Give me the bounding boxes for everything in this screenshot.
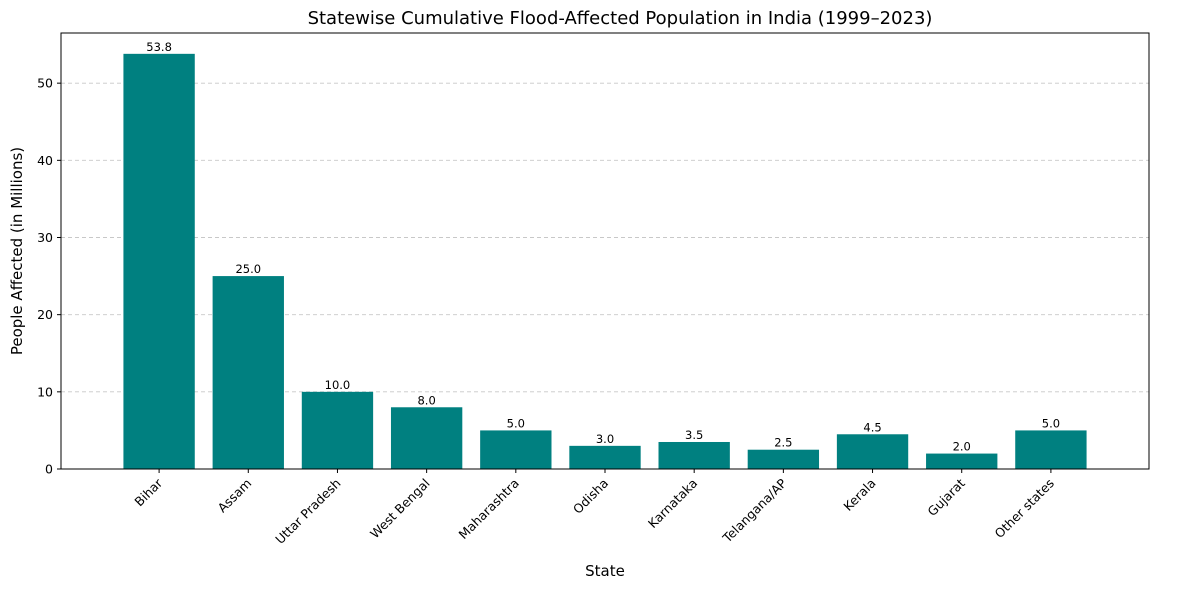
x-tick-label: Assam	[215, 476, 255, 516]
x-tick-label: Karnataka	[645, 476, 700, 531]
data-label: 10.0	[325, 378, 351, 392]
x-tick-label: Uttar Pradesh	[272, 476, 343, 547]
bar-uttar-pradesh	[301, 391, 374, 469]
bar-kerala	[836, 434, 909, 469]
bar-west-bengal	[390, 407, 463, 469]
bar-assam	[212, 276, 284, 469]
x-tick-label: Other states	[992, 476, 1058, 542]
bar-other-states	[1015, 430, 1087, 469]
y-axis-label: People Affected (in Millions)	[8, 147, 26, 355]
bar-telangana-ap	[747, 449, 820, 469]
data-label: 25.0	[235, 262, 261, 276]
bar-karnataka	[658, 441, 730, 469]
bar-gujarat	[926, 453, 998, 469]
y-tick-label: 10	[37, 384, 53, 399]
x-tick-label: Gujarat	[924, 475, 968, 519]
x-tick-label: West Bengal	[367, 476, 433, 542]
x-tick-label: Odisha	[570, 476, 611, 517]
y-tick-label: 0	[45, 462, 53, 477]
chart-title: Statewise Cumulative Flood-Affected Popu…	[308, 8, 933, 29]
y-tick-label: 20	[37, 307, 53, 322]
data-label: 5.0	[507, 416, 525, 430]
bar-bihar	[123, 53, 195, 470]
data-label: 3.5	[685, 428, 703, 442]
data-label: 2.5	[774, 436, 792, 450]
data-labels: 53.8 25.0 10.0 8.0 5.0 3.0 3.5 2.5 4.5 2.0 5.0	[146, 40, 1060, 454]
y-tick-label: 50	[37, 76, 53, 91]
data-label: 3.0	[596, 432, 614, 446]
data-label: 53.8	[146, 40, 172, 54]
data-label: 5.0	[1042, 416, 1060, 430]
y-tick-label: 30	[37, 230, 53, 245]
bar-odisha	[569, 445, 641, 469]
y-tick-label: 40	[37, 153, 53, 168]
data-label: 2.0	[953, 440, 971, 454]
x-tick-label: Maharashtra	[455, 476, 521, 542]
gridlines	[61, 82, 1149, 393]
bar-maharashtra	[480, 430, 552, 469]
x-axis-label: State	[585, 562, 625, 580]
data-label: 8.0	[417, 393, 435, 407]
x-tick-label: Bihar	[131, 475, 165, 509]
bars	[123, 53, 1087, 470]
x-tick-label: Kerala	[840, 476, 878, 514]
data-label: 4.5	[863, 420, 881, 434]
x-tick-label: Telangana/AP	[719, 475, 790, 546]
